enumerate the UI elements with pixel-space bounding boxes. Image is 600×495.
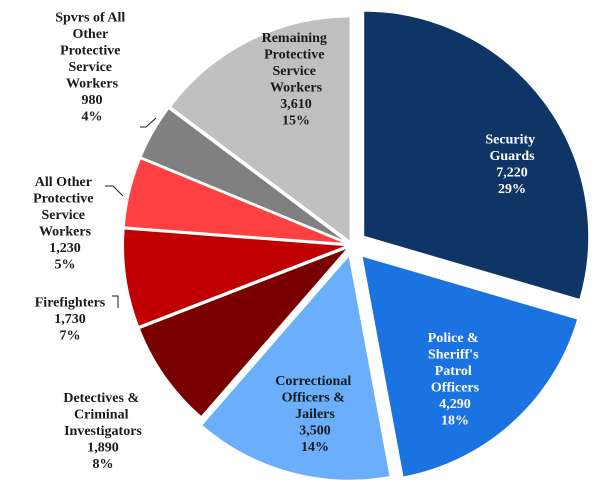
pie-slice: [122, 227, 350, 329]
leader-line: [112, 295, 119, 308]
value-label: 3,610: [280, 97, 312, 112]
label-line: Workers: [39, 224, 92, 239]
label-line: Security: [485, 132, 538, 147]
label-line: Investigators: [64, 424, 142, 439]
label-line: Protective: [264, 47, 328, 62]
percent-label: 8%: [93, 457, 114, 472]
percent-label: 5%: [55, 257, 76, 272]
label-line: Officers &: [282, 391, 349, 406]
value-label: 3,500: [299, 424, 331, 439]
slice-label: Police & Sheriff's Patrol Officers: [428, 331, 482, 396]
slice-label: Spvrs of All Other Protective Service Wo…: [55, 11, 129, 92]
label-line: Correctional: [275, 374, 354, 389]
label-line: Service: [272, 64, 319, 79]
percent-label: 7%: [60, 329, 81, 344]
value-label: 4,290: [439, 397, 471, 412]
label-line: Remaining: [262, 31, 331, 46]
slice-label: Security Guards: [485, 132, 538, 164]
percent-label: 4%: [82, 110, 103, 125]
value-label: 1,890: [87, 441, 119, 456]
percent-label: 18%: [441, 413, 469, 428]
percent-label: 15%: [282, 113, 310, 128]
value-label: 1,730: [54, 312, 86, 327]
leader-line: [105, 185, 124, 197]
leader-line: [140, 117, 157, 128]
label-line: Guards: [489, 149, 535, 164]
label-line: Protective: [60, 44, 124, 59]
label-line: Sheriff's: [428, 347, 482, 362]
percent-label: 29%: [498, 182, 526, 197]
label-line: Jailers: [295, 407, 335, 422]
pie-slice: [199, 252, 392, 482]
label-line: Protective: [33, 191, 97, 206]
label-line: Spvrs of All: [55, 11, 129, 26]
pie-slice: [168, 15, 352, 245]
slice-label: Detectives & Criminal Investigators: [63, 391, 142, 439]
slice-label: Firefighters: [35, 296, 106, 311]
value-label: 1,230: [49, 241, 81, 256]
pie-slice: [139, 106, 350, 245]
slice-label: Correctional Officers & Jailers: [275, 374, 354, 422]
slice-label: Remaining Protective Service Workers: [262, 31, 331, 96]
label-line: Workers: [66, 77, 119, 92]
label-line: Detectives &: [63, 391, 142, 406]
label-line: Service: [41, 208, 88, 223]
value-label: 980: [82, 93, 103, 108]
pie-slice: [362, 9, 591, 302]
label-line: Workers: [270, 80, 323, 95]
label-line: Criminal: [74, 408, 132, 423]
slice-label: All Other Protective Service Workers: [33, 175, 97, 240]
label-line: Other: [72, 27, 111, 42]
percent-label: 14%: [301, 440, 329, 455]
label-line: Patrol: [435, 364, 476, 379]
pie-slice: [360, 253, 580, 479]
value-label: 7,220: [496, 165, 528, 180]
pie-slice: [137, 245, 351, 419]
label-line: Police &: [428, 331, 482, 346]
label-line: Officers: [431, 380, 480, 395]
label-line: Firefighters: [35, 296, 106, 311]
label-line: Service: [68, 60, 115, 75]
label-line: All Other: [35, 175, 95, 190]
